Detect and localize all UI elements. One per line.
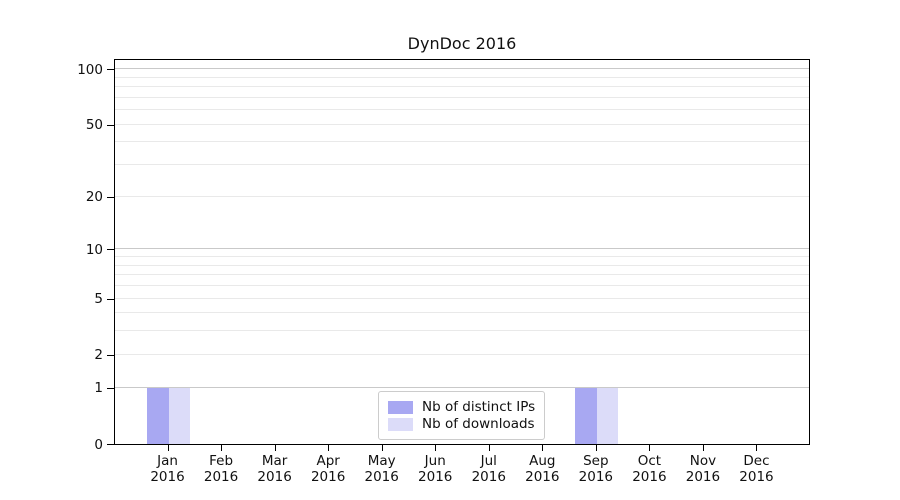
y-tick-mark xyxy=(107,124,114,126)
gridline-y-70 xyxy=(115,96,809,98)
x-tick-label: Sep 2016 xyxy=(578,453,614,485)
gridline-y-100 xyxy=(115,68,809,70)
gridline-y-40 xyxy=(115,141,809,143)
gridline-y-10 xyxy=(115,248,809,250)
y-tick-label: 5 xyxy=(94,291,103,307)
x-tick-mark xyxy=(488,445,490,451)
gridline-y-30 xyxy=(115,164,809,166)
y-tick-label: 1 xyxy=(94,380,103,397)
bar-distinct-ips-jan xyxy=(147,387,169,444)
bar-downloads-sep xyxy=(596,387,619,444)
x-tick-mark xyxy=(274,445,276,451)
x-tick-mark xyxy=(221,445,223,451)
x-tick-mark xyxy=(756,445,758,451)
gridline-y-4 xyxy=(115,312,809,314)
y-tick-mark xyxy=(107,196,114,198)
plot-area xyxy=(114,59,810,445)
y-tick-mark xyxy=(107,298,114,300)
x-tick-mark xyxy=(649,445,651,451)
legend: Nb of distinct IPs Nb of downloads xyxy=(378,391,545,440)
gridline-y-6 xyxy=(115,285,809,286)
gridline-y-9 xyxy=(115,256,809,258)
x-tick-label: Feb 2016 xyxy=(203,453,239,485)
legend-entry-downloads: Nb of downloads xyxy=(388,416,535,432)
gridline-y-50 xyxy=(115,123,809,125)
x-tick-label: Jan 2016 xyxy=(150,453,185,485)
x-tick-mark xyxy=(167,445,169,451)
y-tick-mark xyxy=(107,354,114,356)
gridline-y-5 xyxy=(115,297,809,299)
x-tick-mark xyxy=(595,445,597,451)
x-tick-mark xyxy=(381,445,383,451)
x-tick-label: Nov 2016 xyxy=(685,453,721,485)
x-tick-label: Apr 2016 xyxy=(310,453,346,485)
x-tick-label: Jul 2016 xyxy=(471,453,506,485)
bar-downloads-jan xyxy=(168,387,190,444)
legend-swatch-distinct-ips-icon xyxy=(388,400,413,414)
x-tick-mark xyxy=(542,445,544,451)
bar-distinct-ips-sep xyxy=(575,387,597,444)
x-tick-label: Oct 2016 xyxy=(632,453,667,485)
y-tick-label: 0 xyxy=(94,436,103,453)
x-tick-label: Aug 2016 xyxy=(525,453,560,485)
x-tick-mark xyxy=(702,445,704,451)
gridline-y-90 xyxy=(115,76,809,78)
chart-title: DynDoc 2016 xyxy=(407,34,517,53)
gridline-y-2 xyxy=(115,353,809,355)
y-tick-label: 2 xyxy=(94,347,103,364)
y-tick-label: 50 xyxy=(85,117,103,134)
legend-label-distinct-ips: Nb of distinct IPs xyxy=(422,399,536,415)
legend-swatch-downloads-icon xyxy=(388,417,413,431)
y-tick-label: 100 xyxy=(77,61,103,78)
gridline-y-7 xyxy=(115,274,809,276)
y-tick-label: 20 xyxy=(85,189,103,206)
legend-label-downloads: Nb of downloads xyxy=(422,416,535,432)
x-tick-label: Mar 2016 xyxy=(257,453,292,485)
y-tick-label: 10 xyxy=(85,241,103,258)
y-tick-mark xyxy=(107,69,114,71)
y-tick-mark xyxy=(107,387,114,389)
y-tick-mark xyxy=(107,444,114,445)
x-tick-mark xyxy=(328,445,330,451)
gridline-y-20 xyxy=(115,195,809,197)
x-tick-mark xyxy=(435,445,437,451)
x-tick-label: Dec 2016 xyxy=(739,453,774,485)
gridline-y-80 xyxy=(115,86,809,88)
gridline-y-60 xyxy=(115,109,809,111)
x-tick-label: Jun 2016 xyxy=(418,453,453,485)
y-tick-mark xyxy=(107,249,114,251)
legend-entry-distinct-ips: Nb of distinct IPs xyxy=(388,399,535,415)
gridline-y-3 xyxy=(115,330,809,332)
x-tick-label: May 2016 xyxy=(364,453,399,485)
gridline-y-8 xyxy=(115,264,809,266)
gridline-y-1 xyxy=(115,386,809,388)
